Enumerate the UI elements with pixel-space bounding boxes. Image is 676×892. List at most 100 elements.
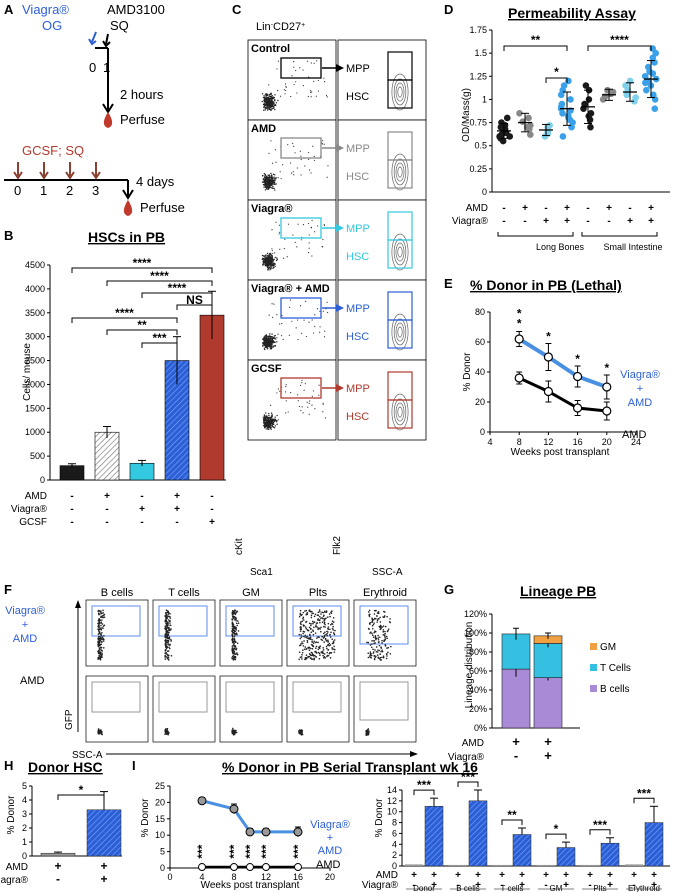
lin-cd27-header: Lin-CD27+: [256, 21, 305, 33]
d-point: [650, 91, 657, 99]
i-row-sign: -: [544, 880, 547, 891]
ssc-axis-label: SSC-A: [372, 567, 403, 578]
e-ytick: 80: [475, 307, 485, 317]
d-point: [525, 114, 532, 122]
i-sig-label: ***: [291, 844, 305, 858]
i-ytick: 0: [160, 863, 165, 873]
d-point: [585, 112, 593, 120]
hsc-gate: [387, 159, 413, 189]
d-ytick: 0.25: [469, 164, 487, 174]
d-point: [604, 86, 611, 94]
f-gate: [225, 681, 275, 713]
d-ytick: 1.25: [469, 71, 487, 81]
b-row-sign: -: [210, 491, 213, 502]
i-bar-amd: [405, 864, 423, 866]
i-point: [294, 863, 302, 872]
d-point: [565, 77, 572, 85]
panel-d-title: Permeability Assay: [508, 5, 636, 21]
d-ytick: 0.5: [474, 141, 487, 151]
b-row-label: Viagra®: [11, 504, 48, 515]
e-sig-label: *: [517, 317, 522, 331]
days4: 4 days: [136, 174, 175, 189]
b-row-sign: -: [70, 504, 73, 515]
d-point: [559, 133, 567, 140]
e-point: [602, 406, 612, 416]
g-legend-label: T Cells: [600, 663, 631, 674]
d-point: [558, 100, 566, 108]
b-row-label: GCSF: [19, 517, 47, 528]
i-ytick: 5: [160, 847, 165, 857]
g-legend-swatch: [590, 664, 597, 671]
b-ytick: 2500: [25, 356, 45, 366]
panel-b-bars: [59, 290, 225, 481]
d-row-label: AMD: [466, 203, 488, 214]
b-ytick: 4500: [25, 260, 45, 270]
flow-grid: Control MPP HSC AMD MPP HSC Viagra® MPP HSC Viagr…: [247, 39, 427, 441]
d-point: [519, 118, 527, 125]
i-xtick: 12: [261, 872, 271, 882]
day-2: 2: [66, 183, 73, 198]
d-point: [564, 112, 572, 120]
d-point: [643, 86, 650, 94]
d-point: [498, 119, 505, 126]
i-bar-bracket: [501, 819, 523, 825]
flow-gate: [280, 217, 322, 239]
d-row-sign: -: [502, 216, 505, 227]
i-row-label: Viagra®: [362, 880, 399, 891]
i-bar-amd: [493, 864, 511, 866]
f-gate: [91, 605, 141, 637]
panel-i-title: % Donor in PB Serial Transplant wk 16: [222, 759, 478, 775]
d-bracket: [545, 77, 568, 83]
ssc-f-axis-label: SSC-A: [72, 750, 103, 761]
g-legend-label: GM: [600, 642, 616, 653]
f-gate: [292, 605, 342, 637]
i-point: [198, 863, 206, 872]
b-ytick: 4000: [25, 284, 45, 294]
panel-h-ylabel: % Donor: [6, 795, 17, 835]
d-point: [642, 79, 649, 87]
hsc-label: HSC: [346, 171, 369, 183]
b-sig-label: NS: [186, 293, 203, 307]
e-point: [572, 371, 583, 382]
f-col-label: Plts: [309, 587, 328, 599]
panel-e-label: E: [444, 276, 453, 291]
b-row-sign: +: [174, 504, 180, 515]
i-bar-ytick: 8: [392, 818, 397, 828]
i-bar-ytick: 14: [387, 785, 397, 795]
i-row-sign: +: [587, 870, 593, 881]
panel-c-label: C: [232, 2, 242, 17]
day-3: 3: [92, 183, 99, 198]
i-ytick: 15: [155, 814, 165, 824]
b-bracket: [71, 267, 213, 273]
panel-e-xlabel: Weeks post transplant: [511, 447, 610, 458]
b-row-sign: -: [175, 517, 178, 528]
i-row-sign: +: [563, 870, 569, 881]
f-row1-a: Viagra®: [5, 605, 45, 617]
i-bar-sig: *: [554, 822, 559, 836]
i-bar-bracket: [457, 781, 479, 787]
i-point: [293, 827, 303, 837]
g-row-sign: +: [544, 748, 552, 763]
e-sig-label: *: [546, 330, 551, 344]
i-point: [262, 863, 270, 872]
g-ytick: 80%: [469, 647, 487, 657]
d-point: [560, 82, 568, 89]
f-flow-plot: [85, 675, 149, 743]
g-ytick: 100%: [464, 628, 487, 638]
day-0: 0: [14, 183, 21, 198]
i-series-line: [201, 799, 298, 834]
e-xtick: 16: [573, 437, 583, 447]
d-point: [582, 82, 590, 89]
f-gate: [91, 681, 141, 713]
b-sig-label: ****: [150, 269, 169, 283]
e-series-label-2: +: [637, 383, 643, 395]
b-ytick: 3500: [25, 308, 45, 318]
i-cat-label: Donor: [413, 884, 435, 892]
panel-d-significance: *******: [503, 33, 652, 83]
panel-a: A Viagra® OG AMD3100 SQ 0 1 2 hours Perf…: [4, 2, 185, 216]
i-bar-sig: ***: [637, 786, 651, 800]
panel-b-ylabel: Cells/ mouse: [22, 343, 33, 401]
d-row-sign: -: [607, 216, 610, 227]
f-gate: [359, 681, 409, 721]
i-sig-label: ***: [243, 844, 257, 858]
